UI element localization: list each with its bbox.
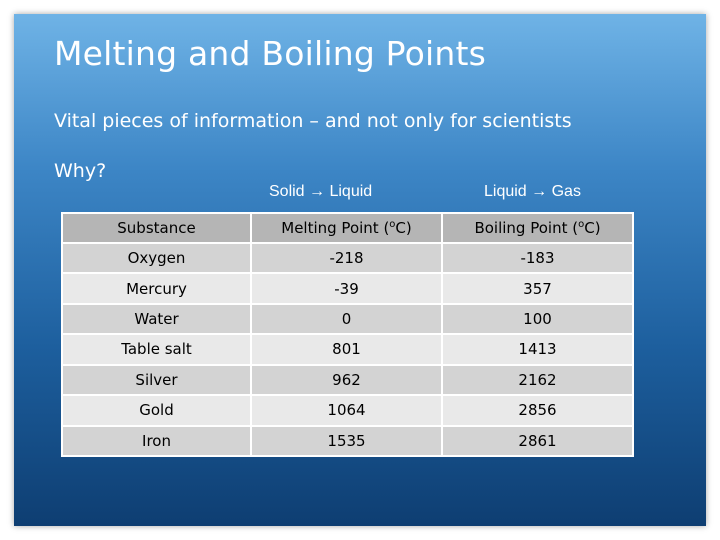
header-substance: Substance — [61, 212, 252, 244]
cell-boiling: -183 — [441, 241, 634, 275]
cell-boiling: 1413 — [441, 333, 634, 366]
table-row: Oxygen -218 -183 — [61, 241, 634, 275]
header-unit: C) — [395, 219, 412, 237]
header-melting-point: Melting Point (oC) — [250, 212, 443, 244]
cell-melting: 962 — [250, 363, 443, 397]
cell-boiling: 2162 — [441, 363, 634, 397]
degree-sign: o — [578, 219, 585, 230]
cell-melting: 801 — [250, 333, 443, 366]
slide-title: Melting and Boiling Points — [54, 34, 486, 73]
cell-boiling: 100 — [441, 302, 634, 336]
cell-substance: Oxygen — [61, 241, 252, 275]
cell-substance: Water — [61, 302, 252, 336]
table-row: Gold 1064 2856 — [61, 394, 634, 427]
table-row: Silver 962 2162 — [61, 363, 634, 397]
header-boiling-label: Boiling Point ( — [474, 219, 579, 237]
cell-substance: Gold — [61, 394, 252, 427]
cell-boiling: 2856 — [441, 394, 634, 427]
melting-caption: Solid → Liquid — [269, 183, 373, 200]
boiling-caption: Liquid → Gas — [484, 183, 581, 200]
melting-boiling-table: Substance Melting Point (oC) Boiling Poi… — [61, 212, 634, 458]
header-melting-label: Melting Point ( — [281, 219, 390, 237]
table-row: Table salt 801 1413 — [61, 333, 634, 366]
header-boiling-point: Boiling Point (oC) — [441, 212, 634, 244]
cell-substance: Table salt — [61, 333, 252, 366]
cell-boiling: 2861 — [441, 424, 634, 458]
table-row: Iron 1535 2861 — [61, 424, 634, 458]
cell-substance: Silver — [61, 363, 252, 397]
cell-melting: 1064 — [250, 394, 443, 427]
cell-substance: Mercury — [61, 272, 252, 305]
cell-boiling: 357 — [441, 272, 634, 305]
cell-substance: Iron — [61, 424, 252, 458]
cell-melting: 1535 — [250, 424, 443, 458]
degree-sign: o — [389, 219, 396, 230]
cell-melting: -218 — [250, 241, 443, 275]
header-unit: C) — [584, 219, 601, 237]
why-text: Why? — [54, 160, 107, 182]
table-row: Mercury -39 357 — [61, 272, 634, 305]
cell-melting: -39 — [250, 272, 443, 305]
table-header-row: Substance Melting Point (oC) Boiling Poi… — [61, 212, 634, 244]
cell-melting: 0 — [250, 302, 443, 336]
slide-subtitle: Vital pieces of information – and not on… — [54, 110, 572, 132]
table-row: Water 0 100 — [61, 302, 634, 336]
